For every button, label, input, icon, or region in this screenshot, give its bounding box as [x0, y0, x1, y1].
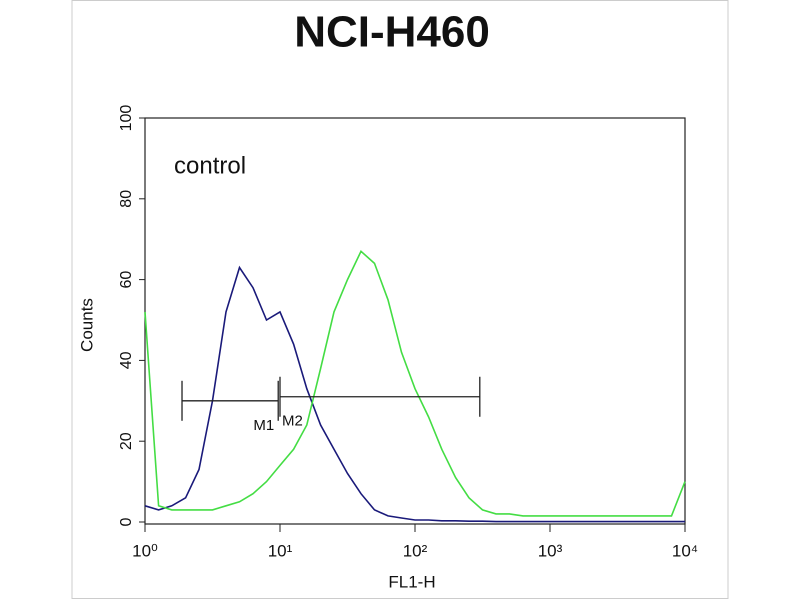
- x-tick-label: 10²: [403, 541, 428, 560]
- x-tick-label: 10⁰: [132, 541, 158, 560]
- image-frame: [71, 0, 729, 599]
- chart-title: NCI-H460: [294, 8, 490, 57]
- marker-label: M1: [253, 417, 274, 434]
- series-line: [144, 249, 686, 517]
- y-tick-label: 100: [118, 105, 135, 132]
- x-tick-label: 10³: [538, 541, 563, 560]
- x-tick-label: 10⁴: [672, 541, 698, 560]
- y-tick-label: 60: [118, 271, 135, 289]
- y-axis-label: Counts: [77, 298, 96, 352]
- y-tick-label: 0: [118, 517, 135, 526]
- plot-frame: [144, 117, 686, 525]
- y-tick-label: 40: [118, 351, 135, 369]
- x-tick-label: 10¹: [268, 541, 293, 560]
- series-line: [144, 265, 685, 523]
- annotation: control: [174, 152, 246, 179]
- y-tick-label: 20: [118, 432, 135, 450]
- y-tick-label: 80: [118, 190, 135, 208]
- x-axis-label: FL1-H: [388, 572, 435, 591]
- marker-label: M2: [282, 413, 303, 430]
